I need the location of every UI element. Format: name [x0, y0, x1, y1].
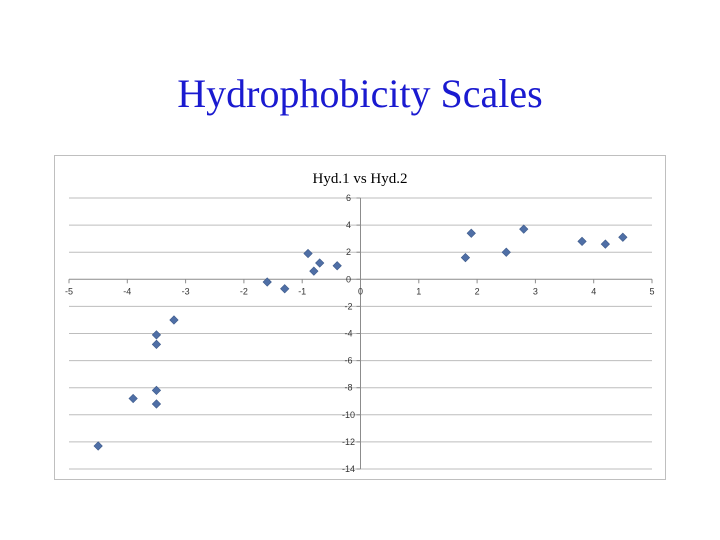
x-tick-label: 2 [475, 286, 480, 296]
data-point [151, 330, 162, 340]
data-point [315, 258, 325, 268]
data-point [169, 315, 179, 325]
data-point [466, 228, 476, 238]
data-point [303, 248, 313, 259]
x-tick-label: 0 [358, 286, 363, 296]
y-tick-label: 2 [346, 247, 351, 257]
data-points [93, 224, 628, 451]
x-tick-labels: -5 -4 -3 -2 -1 0 1 2 3 4 5 [65, 286, 655, 296]
data-point [309, 266, 319, 276]
y-tick-label: -6 [344, 356, 352, 366]
y-tick-label: 6 [346, 193, 351, 203]
data-point [128, 393, 138, 404]
y-tick-label: -4 [344, 329, 352, 339]
y-tick-label: -12 [342, 437, 355, 447]
data-point [93, 441, 103, 451]
x-tick-label: 4 [591, 286, 596, 296]
x-tick-label: 1 [416, 286, 421, 296]
x-tick-label: -5 [65, 286, 73, 296]
x-tick-label: -4 [123, 286, 131, 296]
data-point [262, 277, 272, 287]
data-point [600, 239, 610, 249]
axes [68, 197, 653, 470]
x-tick-label: 3 [533, 286, 538, 296]
data-point [618, 232, 628, 242]
chart-frame: -5 -4 -3 -2 -1 0 1 2 3 4 5 6 4 2 0 -2 -4 -6 -8 -10 -12 -14 H… [54, 155, 666, 480]
y-tick-label: 4 [346, 220, 351, 230]
chart-title: Hyd.1 vs Hyd.2 [312, 171, 407, 187]
x-tick-label: -1 [298, 286, 306, 296]
y-tick-labels: 6 4 2 0 -2 -4 -6 -8 -10 -12 -14 [342, 193, 355, 474]
y-tick-label: -2 [344, 301, 352, 311]
x-tick-label: -3 [182, 286, 190, 296]
y-tick-label: -14 [342, 464, 355, 474]
data-point [280, 284, 290, 294]
data-point [577, 236, 587, 246]
data-point [151, 399, 162, 409]
data-point [501, 247, 511, 257]
data-point [460, 252, 471, 263]
y-tick-label: 0 [346, 274, 351, 284]
y-tick-label: -10 [342, 410, 355, 420]
slide-title: Hydrophobicity Scales [177, 71, 543, 116]
x-tick-label: 5 [649, 286, 654, 296]
data-point [151, 385, 162, 396]
data-point [519, 224, 529, 234]
y-tick-label: -8 [344, 383, 352, 393]
data-point [332, 261, 342, 271]
x-tick-label: -2 [240, 286, 248, 296]
data-point [151, 339, 162, 349]
